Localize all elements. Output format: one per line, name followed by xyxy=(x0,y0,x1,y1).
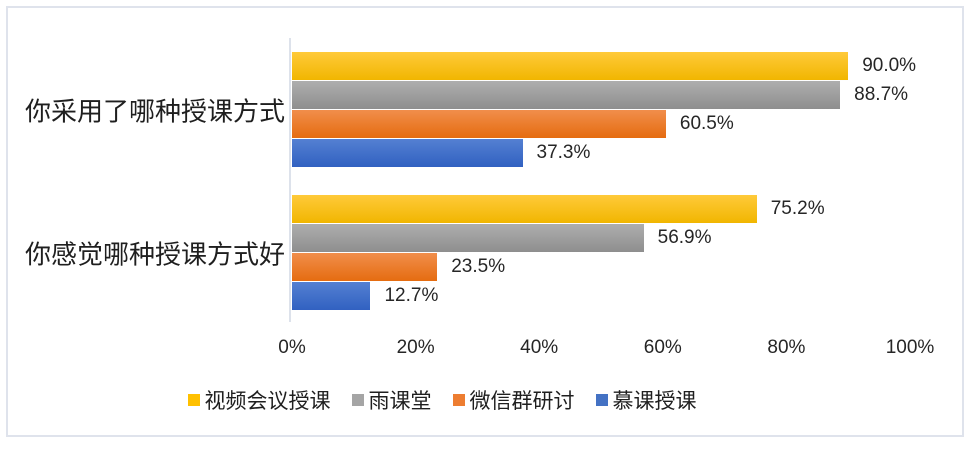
x-axis-tick-label: 20% xyxy=(396,337,435,358)
bar xyxy=(292,110,666,138)
category-label: 你采用了哪种授课方式 xyxy=(24,96,285,126)
bar xyxy=(292,224,644,252)
legend-item: 微信群研讨 xyxy=(452,385,575,415)
y-axis-line xyxy=(289,38,291,322)
x-axis-tick-label: 100% xyxy=(885,337,935,358)
bar-value-label: 90.0% xyxy=(862,55,917,76)
bar-value-label: 56.9% xyxy=(657,227,712,248)
bar xyxy=(292,195,757,223)
bar xyxy=(292,282,371,310)
bar-value-label: 75.2% xyxy=(770,198,825,219)
bar xyxy=(292,52,849,80)
legend-label: 视频会议授课 xyxy=(204,389,331,413)
bar-value-label: 37.3% xyxy=(536,142,591,163)
legend-swatch xyxy=(187,393,200,406)
legend-item: 慕课授课 xyxy=(595,385,697,415)
legend: 视频会议授课 雨课堂 微信群研讨 慕课授课 xyxy=(0,386,929,413)
bar-value-label: 12.7% xyxy=(384,285,439,306)
legend-item: 雨课堂 xyxy=(351,385,432,415)
bar xyxy=(292,253,438,281)
legend-label: 微信群研讨 xyxy=(469,389,575,413)
legend-label: 雨课堂 xyxy=(368,389,432,413)
legend-label: 慕课授课 xyxy=(612,389,697,413)
bar-value-label: 60.5% xyxy=(679,113,734,134)
x-axis-tick-label: 40% xyxy=(520,337,559,358)
legend-item: 视频会议授课 xyxy=(187,385,331,415)
bar xyxy=(292,139,523,167)
legend-swatch xyxy=(452,393,465,406)
legend-swatch xyxy=(351,393,364,406)
x-axis-tick-label: 80% xyxy=(767,337,806,358)
x-axis-tick-label: 60% xyxy=(643,337,682,358)
bar-value-label: 88.7% xyxy=(854,84,909,105)
bar xyxy=(292,81,841,109)
legend-swatch xyxy=(595,393,608,406)
x-axis-tick-label: 0% xyxy=(278,337,306,358)
category-label: 你感觉哪种授课方式好 xyxy=(24,239,285,269)
bar-value-label: 23.5% xyxy=(451,256,506,277)
